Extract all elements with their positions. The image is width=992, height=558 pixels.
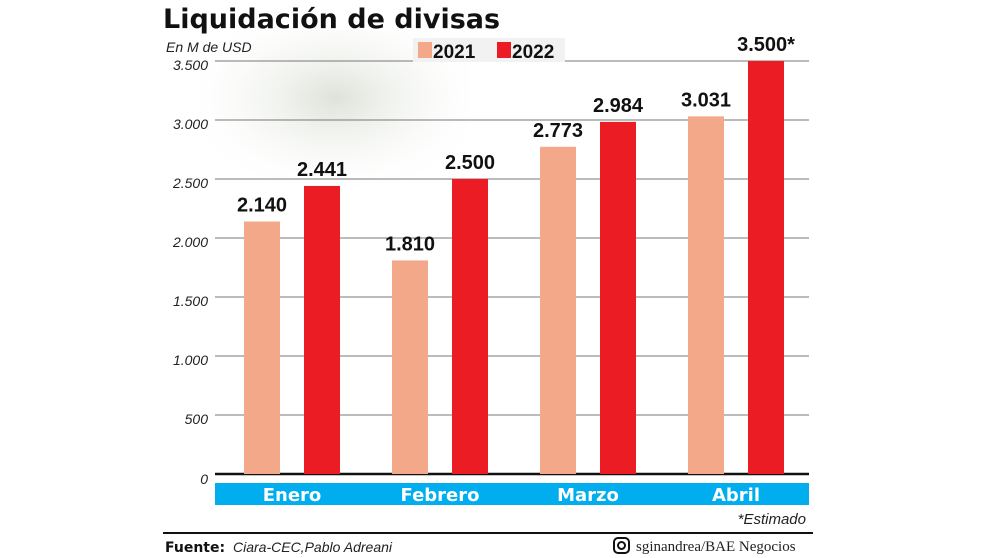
- y-tick-label: 2.500: [172, 175, 208, 191]
- data-label: 2.441: [297, 159, 347, 181]
- legend-label-2021: 2021: [433, 42, 476, 63]
- legend-swatch-2022: [497, 42, 511, 58]
- x-tick-label: Febrero: [401, 485, 480, 506]
- x-tick-label: Abril: [712, 485, 760, 506]
- y-axis-unit: En M de USD: [166, 39, 252, 55]
- source-text: Ciara-CEC,Pablo Adreani: [233, 539, 393, 555]
- credit-text: sginandrea/BAE Negocios: [636, 539, 796, 555]
- bar-febrero-2022: [452, 179, 488, 474]
- data-label: 2.500: [445, 152, 495, 174]
- bar-abril-2021: [688, 116, 724, 474]
- legend-swatch-2021: [418, 42, 432, 58]
- category-band: [215, 483, 809, 505]
- source-label: Fuente:: [165, 540, 225, 556]
- x-tick-label: Marzo: [557, 485, 619, 506]
- y-tick-label: 1.500: [173, 293, 208, 309]
- bar-enero-2021: [244, 221, 280, 474]
- legend-box: [413, 38, 565, 62]
- bar-abril-2022: [748, 61, 784, 474]
- data-label: 1.810: [385, 233, 435, 255]
- bar-enero-2022: [304, 185, 340, 474]
- estimate-note: *Estimado: [738, 511, 806, 528]
- legend: 2021 2022: [413, 38, 565, 63]
- data-label: 3.500*: [737, 34, 795, 56]
- data-label: 2.773: [533, 120, 583, 142]
- bar-febrero-2021: [392, 260, 428, 474]
- instagram-icon: [613, 537, 630, 554]
- bar-marzo-2021: [540, 146, 576, 474]
- chart-title: Liquidación de divisas: [163, 4, 500, 35]
- y-tick-label: 3.500: [173, 57, 208, 73]
- y-tick-label: 1.000: [173, 352, 208, 368]
- bar-marzo-2022: [600, 121, 636, 474]
- data-label: 2.984: [593, 95, 644, 117]
- data-label: 3.031: [681, 89, 731, 111]
- legend-label-2022: 2022: [512, 42, 554, 63]
- y-tick-label: 3.000: [173, 116, 208, 132]
- data-label: 2.140: [237, 194, 287, 216]
- x-tick-label: Enero: [263, 485, 322, 506]
- y-tick-label: 2.000: [172, 234, 208, 250]
- y-tick-label: 0: [200, 471, 208, 487]
- y-tick-label: 500: [185, 411, 209, 427]
